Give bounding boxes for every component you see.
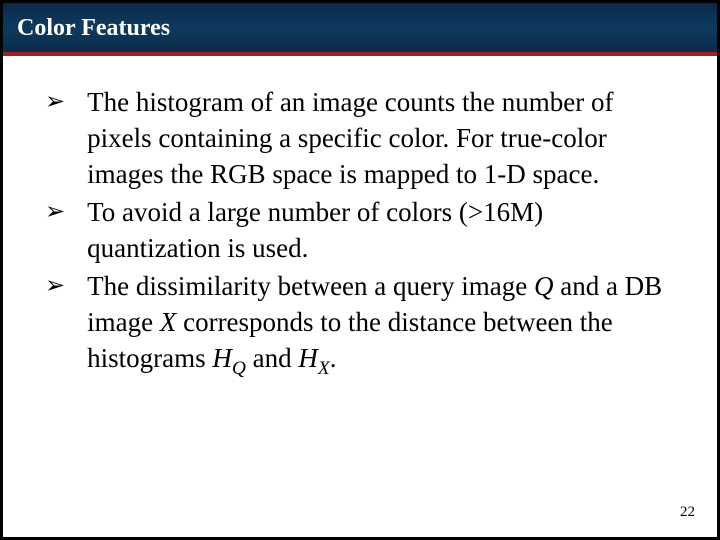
slide-header: Color Features xyxy=(3,3,717,56)
slide-title: Color Features xyxy=(17,15,703,42)
bullet-item: ➢ To avoid a large number of colors (>16… xyxy=(45,194,667,266)
bullet-item: ➢ The histogram of an image counts the n… xyxy=(45,84,667,192)
bullet-marker: ➢ xyxy=(45,268,65,304)
bullet-marker: ➢ xyxy=(45,84,65,120)
bullet-item: ➢ The dissimilarity between a query imag… xyxy=(45,268,667,386)
slide-content: ➢ The histogram of an image counts the n… xyxy=(3,56,717,386)
bullet-text: The dissimilarity between a query image … xyxy=(87,268,667,386)
bullet-text: The histogram of an image counts the num… xyxy=(87,84,667,192)
bullet-marker: ➢ xyxy=(45,194,65,230)
page-number: 22 xyxy=(680,504,695,521)
bullet-text: To avoid a large number of colors (>16M)… xyxy=(87,194,667,266)
